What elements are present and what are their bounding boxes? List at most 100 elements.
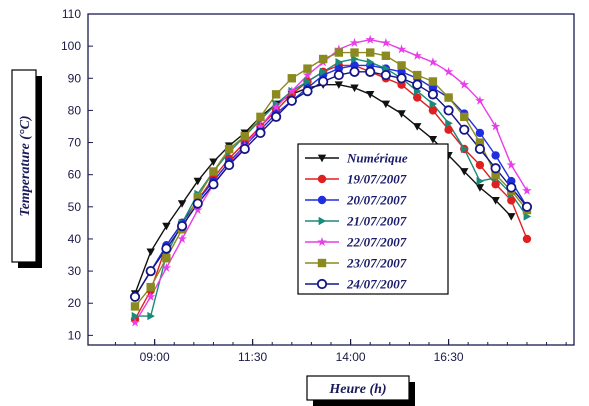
- data-point: [334, 81, 344, 89]
- data-point: [413, 123, 422, 131]
- data-point: [397, 110, 406, 118]
- data-point: [396, 73, 407, 84]
- legend-marker: [316, 278, 328, 290]
- data-point: [223, 159, 235, 171]
- data-point: [349, 66, 360, 77]
- data-point: [286, 95, 297, 106]
- data-point: [412, 79, 423, 90]
- data-point: [130, 302, 140, 311]
- data-point: [162, 222, 171, 231]
- data-point: [459, 124, 470, 135]
- data-point: [131, 311, 140, 321]
- legend-marker: [317, 195, 327, 205]
- legend: Numérique 19/07/2007 20/07/2007 21/07/2007 2…: [297, 143, 449, 295]
- data-point: [491, 151, 500, 160]
- data-point: [475, 128, 485, 138]
- data-point: [444, 93, 453, 102]
- data-point: [208, 179, 219, 190]
- data-point: [507, 196, 516, 205]
- y-axis-title-box: Temperature (°C): [11, 69, 42, 268]
- data-point: [303, 64, 312, 73]
- data-point: [349, 37, 360, 47]
- data-point: [287, 74, 297, 83]
- data-point: [192, 205, 203, 215]
- data-point: [271, 90, 281, 99]
- data-point: [460, 168, 469, 176]
- legend-marker: [317, 174, 327, 184]
- data-point: [444, 125, 453, 134]
- data-point: [146, 248, 155, 257]
- legend-marker: [317, 258, 327, 268]
- data-point: [476, 176, 485, 186]
- data-point: [490, 163, 501, 174]
- x-tick-label: 16:30: [434, 350, 464, 364]
- data-point: [522, 185, 532, 195]
- data-point: [193, 177, 202, 186]
- data-point: [177, 233, 187, 243]
- data-point: [428, 77, 438, 86]
- data-point: [443, 66, 454, 76]
- legend-label: 23/07/2007: [346, 256, 407, 271]
- series-markers: [129, 34, 533, 327]
- data-point: [428, 106, 438, 115]
- data-point: [319, 67, 328, 77]
- x-axis-title: Heure (h): [328, 382, 386, 397]
- data-point: [333, 69, 344, 81]
- data-point: [429, 99, 438, 109]
- data-point: [192, 198, 203, 209]
- data-point: [460, 144, 469, 154]
- legend-label: 19/07/2007: [347, 172, 407, 187]
- series-line-3: [135, 58, 528, 317]
- data-point: [365, 34, 375, 44]
- data-point: [381, 37, 391, 47]
- x-tick-label: 09:00: [140, 350, 170, 364]
- y-tick-label: 30: [68, 264, 82, 278]
- data-point: [145, 291, 156, 301]
- data-point: [302, 86, 313, 97]
- x-tick-label: 11:30: [238, 350, 267, 364]
- data-point: [255, 127, 266, 139]
- data-point: [177, 200, 187, 208]
- y-tick-label: 40: [68, 232, 82, 246]
- data-point: [287, 86, 297, 96]
- data-point: [351, 54, 359, 64]
- data-point: [239, 143, 250, 155]
- data-point: [459, 79, 470, 89]
- data-point: [523, 212, 532, 221]
- data-point: [193, 192, 202, 202]
- data-point: [145, 265, 156, 277]
- data-point: [334, 48, 344, 57]
- y-tick-label: 20: [68, 296, 82, 310]
- data-point: [445, 119, 453, 128]
- y-tick-label: 110: [62, 7, 81, 21]
- data-point: [460, 112, 469, 122]
- data-point: [176, 220, 188, 232]
- data-point: [413, 93, 422, 102]
- data-point: [507, 213, 516, 221]
- data-point: [522, 234, 532, 244]
- data-point: [397, 61, 406, 70]
- data-point: [318, 76, 329, 87]
- data-point: [146, 282, 155, 292]
- data-point: [130, 317, 140, 327]
- data-point: [162, 254, 171, 263]
- data-point: [427, 89, 439, 100]
- data-point: [396, 44, 407, 54]
- data-point: [428, 135, 438, 144]
- legend-label: 20/07/2007: [346, 193, 407, 208]
- data-point: [491, 170, 500, 179]
- data-point: [491, 197, 500, 205]
- data-point: [161, 262, 172, 272]
- data-point: [443, 105, 454, 116]
- data-point: [224, 144, 234, 154]
- y-tick-label: 10: [68, 328, 82, 342]
- y-tick-label: 90: [68, 71, 82, 85]
- data-point: [209, 158, 218, 167]
- data-point: [381, 51, 391, 60]
- data-point: [129, 291, 141, 302]
- data-point: [428, 57, 438, 67]
- y-tick-label: 70: [68, 136, 82, 150]
- legend-label: Numérique: [346, 151, 408, 166]
- legend-label: 21/07/2007: [346, 214, 407, 229]
